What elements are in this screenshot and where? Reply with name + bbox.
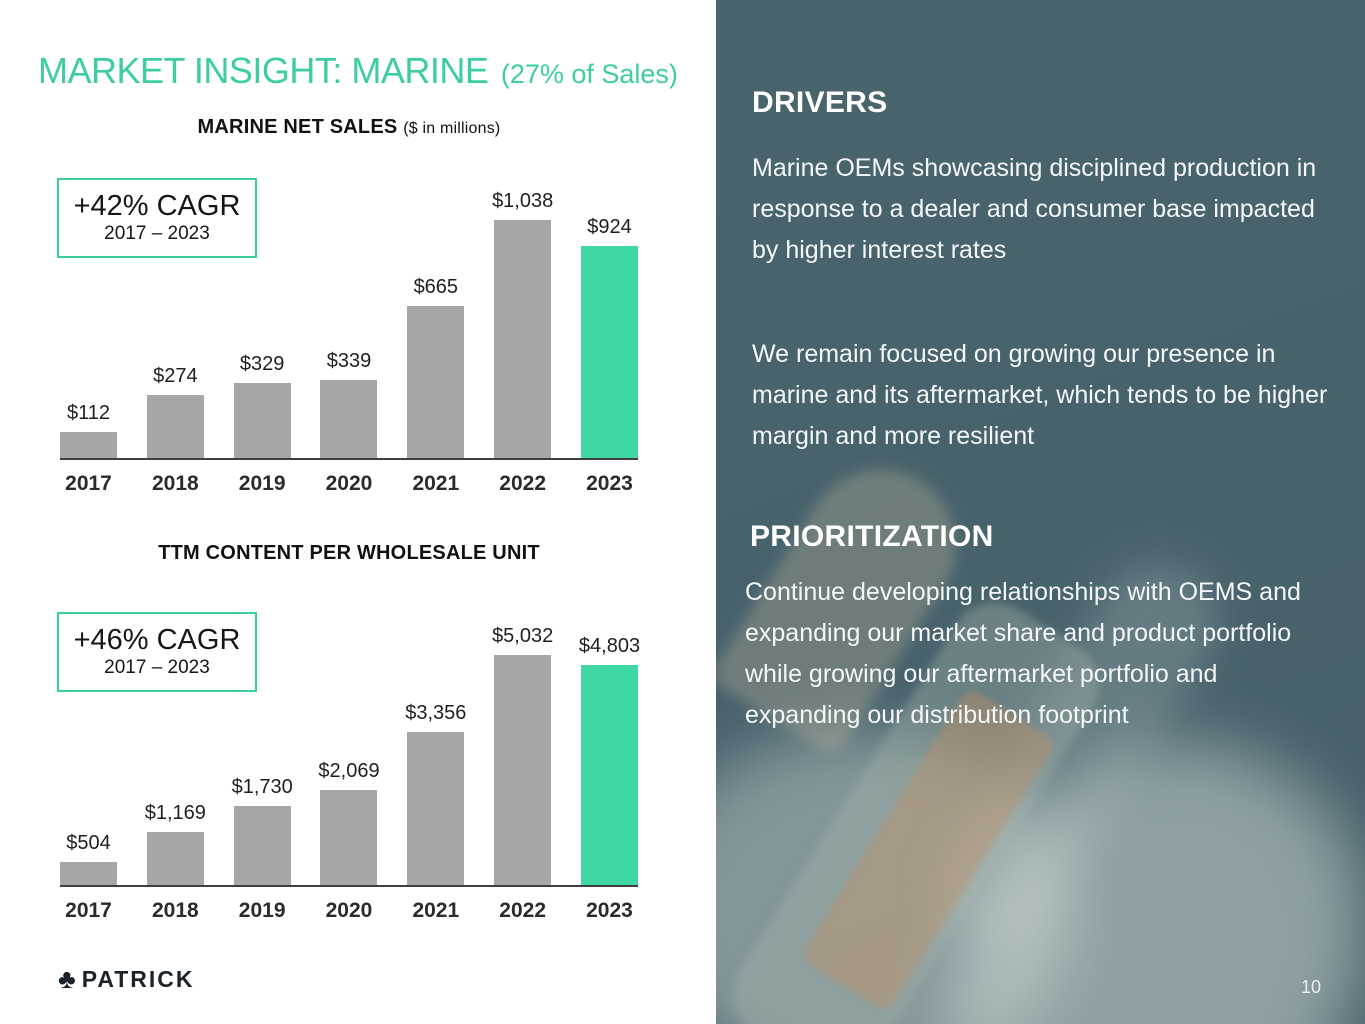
year-label: 2022 [499, 472, 546, 495]
chart2-plot-area: $504 $1,169 $1,730 $2,069 $3,356 $5,032 $4,803 [60, 600, 641, 887]
year-label: 2017 [65, 899, 112, 922]
bar [320, 790, 378, 885]
bar-value-label: $274 [153, 365, 198, 387]
right-panel: DRIVERS Marine OEMs showcasing disciplin… [716, 0, 1365, 1024]
bar-column: $665 [407, 276, 465, 458]
bar-value-label: $1,730 [231, 776, 293, 798]
bar [146, 832, 204, 885]
bar-column: $1,169 [144, 802, 206, 885]
prioritization-heading: PRIORITIZATION [750, 520, 994, 553]
bar [233, 383, 291, 458]
drivers-paragraph-2: We remain focused on growing our presenc… [752, 340, 1328, 450]
bar-value-label: $504 [66, 832, 111, 854]
year-label: 2018 [151, 472, 199, 495]
bar [494, 220, 552, 458]
year-label: 2022 [499, 899, 546, 922]
chart1-x-axis-labels: 2017 2018 2019 2020 2021 2022 2023 [60, 472, 638, 496]
bar-value-label: $2,069 [318, 760, 380, 782]
company-logo: ♣ PATRICK [58, 966, 195, 993]
bar-value-label: $3,356 [405, 702, 467, 724]
bar [580, 246, 638, 458]
bar-column: $5,032 [492, 625, 554, 885]
bar [146, 395, 204, 458]
shamrock-icon: ♣ [58, 964, 76, 994]
bar [494, 655, 552, 885]
bar-value-label: $924 [587, 216, 632, 238]
page-number: 10 [1300, 977, 1321, 997]
bar [60, 432, 117, 458]
bar-column: $1,038 [492, 190, 554, 458]
bar-column: $504 [60, 832, 117, 885]
page-title: MARKET INSIGHT: MARINE (27% of Sales) [38, 50, 678, 92]
bar-value-label: $4,803 [578, 635, 641, 657]
chart2-cagr-period: 2017 – 2023 [104, 656, 210, 678]
bar-value-label: $112 [66, 402, 110, 424]
bar-value-label: $665 [413, 276, 459, 298]
year-label: 2021 [412, 472, 460, 495]
year-label: 2018 [151, 899, 199, 922]
bar-column: $2,069 [318, 760, 380, 885]
chart1-units-label: ($ in millions) [403, 120, 501, 137]
chart2-cagr-callout: +46% CAGR 2017 – 2023 [57, 612, 257, 692]
bar [580, 665, 638, 885]
chart1-cagr-callout: +42% CAGR 2017 – 2023 [57, 178, 257, 258]
year-label: 2019 [238, 899, 286, 922]
bar-column: $329 [233, 353, 291, 458]
prioritization-paragraph: Continue developing relationships with O… [745, 578, 1301, 729]
bar [407, 306, 465, 458]
chart1-cagr-value: +42% CAGR [73, 189, 241, 222]
bar-value-label: $339 [326, 350, 372, 372]
chart2-x-axis-labels: 2017 2018 2019 2020 2021 2022 2023 [60, 899, 638, 923]
chart1-cagr-period: 2017 – 2023 [104, 222, 210, 244]
bar-column: $274 [146, 365, 204, 458]
drivers-heading: DRIVERS [752, 86, 888, 119]
year-label: 2023 [586, 899, 633, 922]
bar [60, 862, 117, 885]
bar-column: $339 [320, 350, 378, 458]
year-label: 2020 [325, 472, 373, 495]
year-label: 2023 [586, 472, 633, 495]
company-logo-text: PATRICK [81, 966, 195, 992]
chart2-title: TTM CONTENT PER WHOLESALE UNIT [39, 542, 659, 565]
page-title-text: MARKET INSIGHT: MARINE [38, 50, 489, 91]
bar-column: $3,356 [405, 702, 467, 885]
bar-value-label: $1,169 [144, 802, 206, 824]
chart1-plot-area: $112 $274 $329 $339 $665 $1,038 $924 [60, 160, 638, 460]
bar-column: $112 [60, 402, 117, 458]
bar [320, 380, 378, 458]
chart2-cagr-value: +46% CAGR [73, 623, 241, 656]
chart1-title-text: MARINE NET SALES [197, 116, 398, 138]
bar-value-label: $5,032 [492, 625, 554, 647]
chart2-title-text: TTM CONTENT PER WHOLESALE UNIT [158, 542, 540, 564]
year-label: 2017 [65, 472, 112, 495]
bar [233, 806, 291, 885]
year-label: 2020 [325, 899, 373, 922]
year-label: 2021 [412, 899, 460, 922]
bar-column: $924 [580, 216, 638, 458]
chart1-title: MARINE NET SALES ($ in millions) [39, 116, 659, 139]
bar-column: $4,803 [578, 635, 641, 885]
bar-value-label: $329 [239, 353, 285, 375]
drivers-paragraph-1: Marine OEMs showcasing disciplined produ… [752, 154, 1317, 264]
bar [407, 732, 465, 885]
year-label: 2019 [238, 472, 286, 495]
bar-column: $1,730 [231, 776, 293, 885]
page-title-suffix: (27% of Sales) [500, 59, 678, 89]
bar-value-label: $1,038 [492, 190, 554, 212]
